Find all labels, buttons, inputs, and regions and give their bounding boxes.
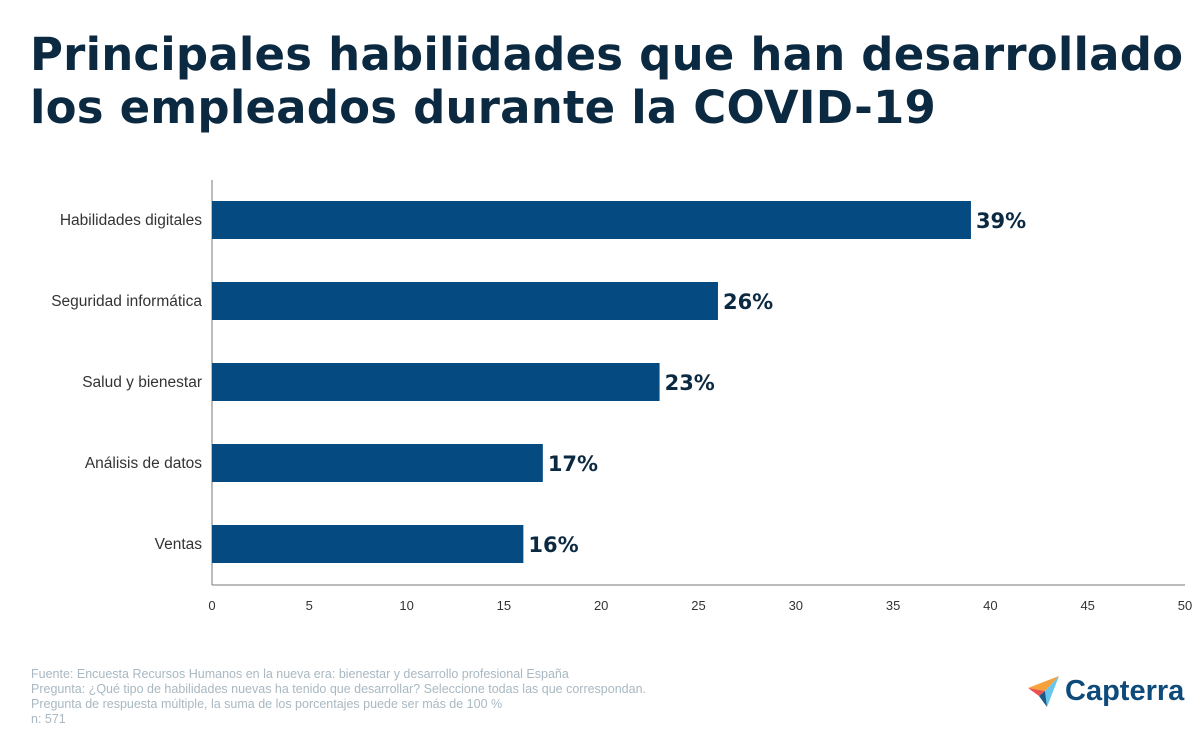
x-tick-label: 0 [208, 598, 215, 613]
x-tick-label: 20 [594, 598, 608, 613]
bar [212, 201, 971, 239]
chart-title: Principales habilidades que han desarrol… [30, 28, 1184, 134]
x-tick-label: 40 [983, 598, 997, 613]
bar [212, 363, 660, 401]
x-tick-label: 25 [691, 598, 705, 613]
bar [212, 444, 543, 482]
data-label: 26% [723, 290, 773, 314]
x-tick-label: 45 [1080, 598, 1094, 613]
data-label: 16% [528, 533, 578, 557]
capterra-logo: Capterra [1027, 674, 1184, 708]
category-label: Habilidades digitales [60, 212, 202, 229]
category-label: Salud y bienestar [82, 374, 202, 391]
x-tick-label: 30 [789, 598, 803, 613]
footer-sample-size: n: 571 [31, 712, 66, 726]
x-tick-label: 50 [1178, 598, 1192, 613]
data-label: 23% [665, 371, 715, 395]
bar [212, 282, 718, 320]
x-tick-label: 10 [399, 598, 413, 613]
footer-source: Fuente: Encuesta Recursos Humanos en la … [31, 667, 569, 681]
capterra-arrow-icon [1028, 676, 1059, 707]
x-tick-label: 35 [886, 598, 900, 613]
capterra-wordmark: Capterra [1065, 674, 1185, 707]
data-label: 17% [548, 452, 598, 476]
x-tick-label: 15 [497, 598, 511, 613]
category-label: Seguridad informática [51, 293, 202, 310]
footer-notes: Fuente: Encuesta Recursos Humanos en la … [31, 667, 646, 727]
x-tick-label: 5 [306, 598, 313, 613]
category-label: Análisis de datos [85, 455, 202, 472]
bar [212, 525, 524, 563]
footer-note: Pregunta de respuesta múltiple, la suma … [31, 697, 503, 711]
data-label: 39% [976, 209, 1026, 233]
category-label: Ventas [155, 536, 203, 553]
footer-question: Pregunta: ¿Qué tipo de habilidades nueva… [31, 682, 646, 696]
